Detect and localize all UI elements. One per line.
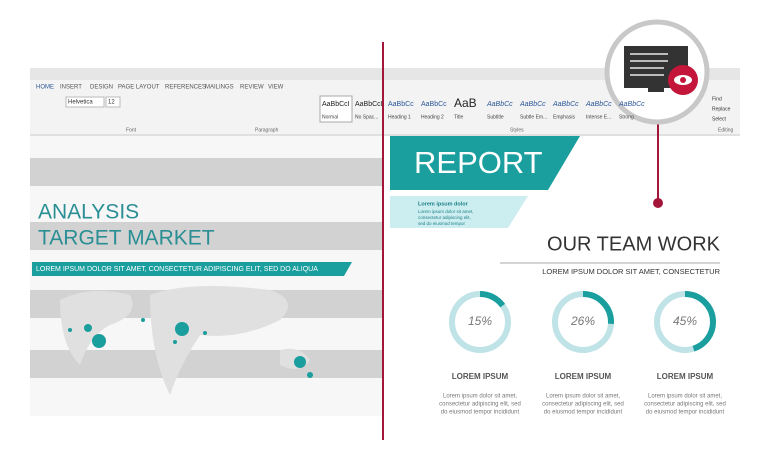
banner [32, 262, 352, 276]
report-band [390, 136, 580, 190]
style-name: Emphasis [553, 114, 575, 120]
size-box [105, 96, 121, 108]
report-body: Lorem ipsum dolor sit amet, [418, 209, 474, 214]
style-name: Normal [322, 114, 338, 120]
stat-title: LOREM IPSUM [452, 372, 509, 381]
ribbon-tab: PAGE LAYOUT [118, 85, 160, 91]
stat-text: Lorem ipsum dolor sit amet, [443, 394, 517, 400]
stat-text: Lorem ipsum dolor sit amet, [648, 394, 722, 400]
donut-arc [449, 291, 511, 353]
heading: OUR TEAM WORK [547, 233, 721, 255]
report-subtitle: Lorem ipsum dolor [418, 201, 469, 207]
stat-title: LOREM IPSUM [657, 372, 714, 381]
left-title: ANALYSIS [38, 201, 139, 224]
report-title: REPORT [414, 145, 543, 180]
font-box [65, 96, 105, 108]
donut-label: 26% [570, 314, 595, 328]
style-name: Heading 1 [388, 114, 411, 120]
stat-text: consectetur adipiscing elit, sed [542, 402, 624, 408]
editing-cmd: Find [712, 96, 722, 102]
monitor-stand [648, 88, 664, 92]
ribbon-tab: VIEW [268, 85, 284, 91]
ribbon-group: Styles [510, 127, 524, 133]
style-sample: AaBbCcI [355, 101, 383, 108]
style-selected [319, 95, 353, 123]
style-sample: AaBbCc [585, 101, 612, 108]
style-sample: AaBbCc [421, 101, 447, 108]
ribbon-tab: MAILINGS [205, 85, 234, 91]
ribbon-tab: DESIGN [90, 85, 113, 91]
style-name: Title [454, 114, 463, 120]
style-name: Intense E... [586, 114, 611, 120]
donut-label: 15% [468, 314, 492, 328]
style-name: No Spac... [355, 114, 378, 120]
style-sample: AaBbCc [486, 101, 513, 108]
pupil [680, 77, 686, 83]
subheading: LOREM IPSUM DOLOR SIT AMET, CONSECTETUR [542, 267, 720, 276]
style-sample: AaBbCc [388, 101, 414, 108]
font-size: 12 [108, 100, 115, 106]
pointer-dot [653, 198, 663, 208]
stat-text: consectetur adipiscing elit, sed [439, 402, 521, 408]
report-tag [390, 196, 528, 228]
style-name: Strong [619, 114, 634, 120]
ribbon-tab: REVIEW [240, 85, 264, 91]
report-body: sed do eiusmod tempor [418, 221, 466, 226]
style-sample: AaBbCc [519, 101, 546, 108]
style-sample: AaBbCc [618, 101, 645, 108]
ribbon-tab: REFERENCES [165, 85, 206, 91]
stat-title: LOREM IPSUM [555, 372, 612, 381]
editing-cmd: Select [712, 116, 727, 122]
ribbon-tab: INSERT [60, 85, 82, 91]
stat-text: do eiusmod tempor incididunt [544, 410, 623, 416]
ribbon-group: Editing [718, 127, 734, 133]
map-dots [68, 318, 313, 378]
left-banner: LOREM IPSUM DOLOR SIT AMET, CONSECTETUR … [36, 266, 318, 273]
font-name: Helvetica [68, 100, 93, 106]
ribbon-group: Paragraph [255, 127, 279, 133]
stat-text: consectetur adipiscing elit, sed [644, 402, 726, 408]
style-sample: AaBbCc [552, 101, 579, 108]
report-body: consectetur adipiscing elit, [418, 215, 471, 220]
ribbon-group: Font [126, 127, 137, 133]
editing-cmd: Replace [712, 106, 731, 112]
stat-text: Lorem ipsum dolor sit amet, [546, 394, 620, 400]
donut-label: 45% [673, 314, 697, 328]
stat-text: do eiusmod tempor incididunt [441, 410, 520, 416]
style-name: Subtle Em... [520, 114, 547, 120]
donut-arc [654, 291, 716, 353]
style-name: Subtitle [487, 114, 504, 120]
left-title: TARGET MARKET [38, 227, 215, 250]
ribbon-tab: HOME [36, 85, 54, 91]
donut-arc [552, 291, 614, 353]
title-bar [30, 68, 740, 80]
monitor-lines [630, 53, 668, 76]
style-name: Heading 2 [421, 114, 444, 120]
style-sample: AaBbCcI [322, 101, 350, 108]
stat-text: do eiusmod tempor incididunt [646, 410, 725, 416]
style-sample: AaB [454, 96, 477, 110]
